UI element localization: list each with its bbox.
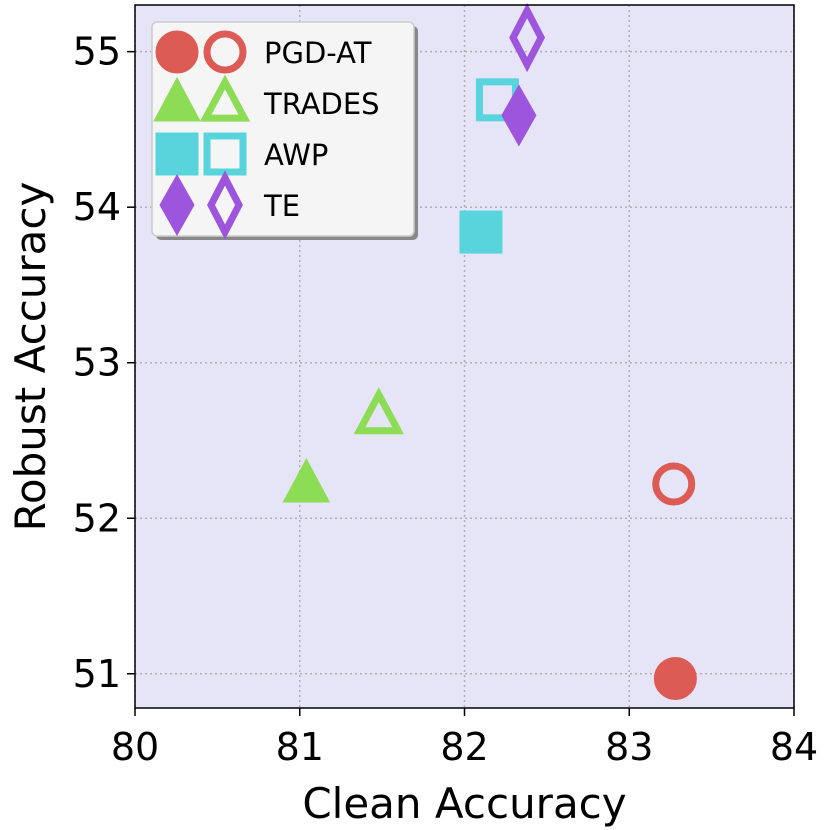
legend-marker-trades-hollow <box>199 74 251 122</box>
legend-marker-trades-filled <box>153 76 201 122</box>
y-axis-title: Robust Accuracy <box>6 182 55 532</box>
x-axis-title: Clean Accuracy <box>302 779 626 828</box>
data-point-trades-hollow <box>353 387 404 435</box>
data-point-pgd-at-hollow <box>652 462 696 506</box>
y-axis-ticks: 51 52 53 54 55 <box>73 30 135 696</box>
x-tick-label: 82 <box>440 725 488 769</box>
x-axis-ticks: 80 81 82 83 84 <box>111 708 818 769</box>
y-tick-label: 51 <box>73 652 121 696</box>
legend-label-trades: TRADES <box>263 87 380 121</box>
data-point-te-filled <box>501 84 537 147</box>
x-tick-label: 84 <box>770 725 818 769</box>
legend-marker-te-filled <box>159 173 195 237</box>
legend-box <box>151 21 415 237</box>
x-tick-label: 83 <box>605 725 653 769</box>
legend: PGD-AT TRADES AWP TE <box>151 21 418 240</box>
legend-label-awp: AWP <box>264 138 328 172</box>
data-point-te-hollow <box>509 3 546 73</box>
data-point-awp-filled <box>459 210 503 254</box>
legend-marker-awp-filled <box>155 132 199 176</box>
legend-marker-pgd-at-filled <box>155 30 199 74</box>
data-points <box>282 3 697 700</box>
y-tick-label: 53 <box>73 341 121 385</box>
y-tick-label: 54 <box>73 185 121 229</box>
legend-marker-te-hollow <box>207 170 243 240</box>
y-tick-label: 52 <box>73 496 121 540</box>
y-tick-label: 55 <box>73 30 121 74</box>
data-point-pgd-at-filled <box>653 656 697 700</box>
legend-label-te: TE <box>263 189 300 223</box>
x-tick-label: 81 <box>276 725 324 769</box>
data-point-trades-filled <box>282 457 331 503</box>
legend-label-pgd-at: PGD-AT <box>264 36 372 70</box>
x-tick-label: 80 <box>111 725 159 769</box>
legend-marker-pgd-at-hollow <box>203 30 247 74</box>
